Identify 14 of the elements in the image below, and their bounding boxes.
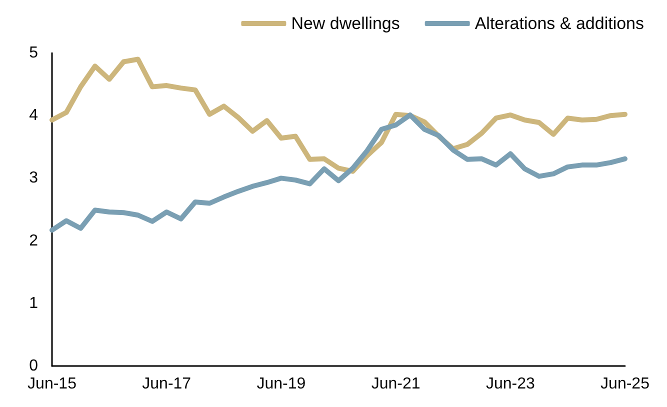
y-tick-label: 5 bbox=[29, 44, 38, 62]
y-tick-label: 3 bbox=[29, 170, 38, 187]
y-tick-label: 2 bbox=[29, 232, 38, 250]
legend-label: Alterations & additions bbox=[474, 14, 644, 33]
x-tick-label: Jun-25 bbox=[600, 376, 650, 392]
x-tick-label: Jun-23 bbox=[486, 376, 535, 392]
x-tick-label: Jun-15 bbox=[28, 376, 77, 392]
x-tick-label: Jun-19 bbox=[256, 376, 306, 392]
x-tick-label: Jun-17 bbox=[142, 376, 192, 392]
y-tick-label: 4 bbox=[29, 107, 38, 124]
y-tick-label: 1 bbox=[29, 294, 38, 312]
y-tick-label: 0 bbox=[29, 358, 38, 374]
x-tick-label: Jun-21 bbox=[371, 376, 420, 392]
legend-label: New dwellings bbox=[291, 14, 400, 33]
